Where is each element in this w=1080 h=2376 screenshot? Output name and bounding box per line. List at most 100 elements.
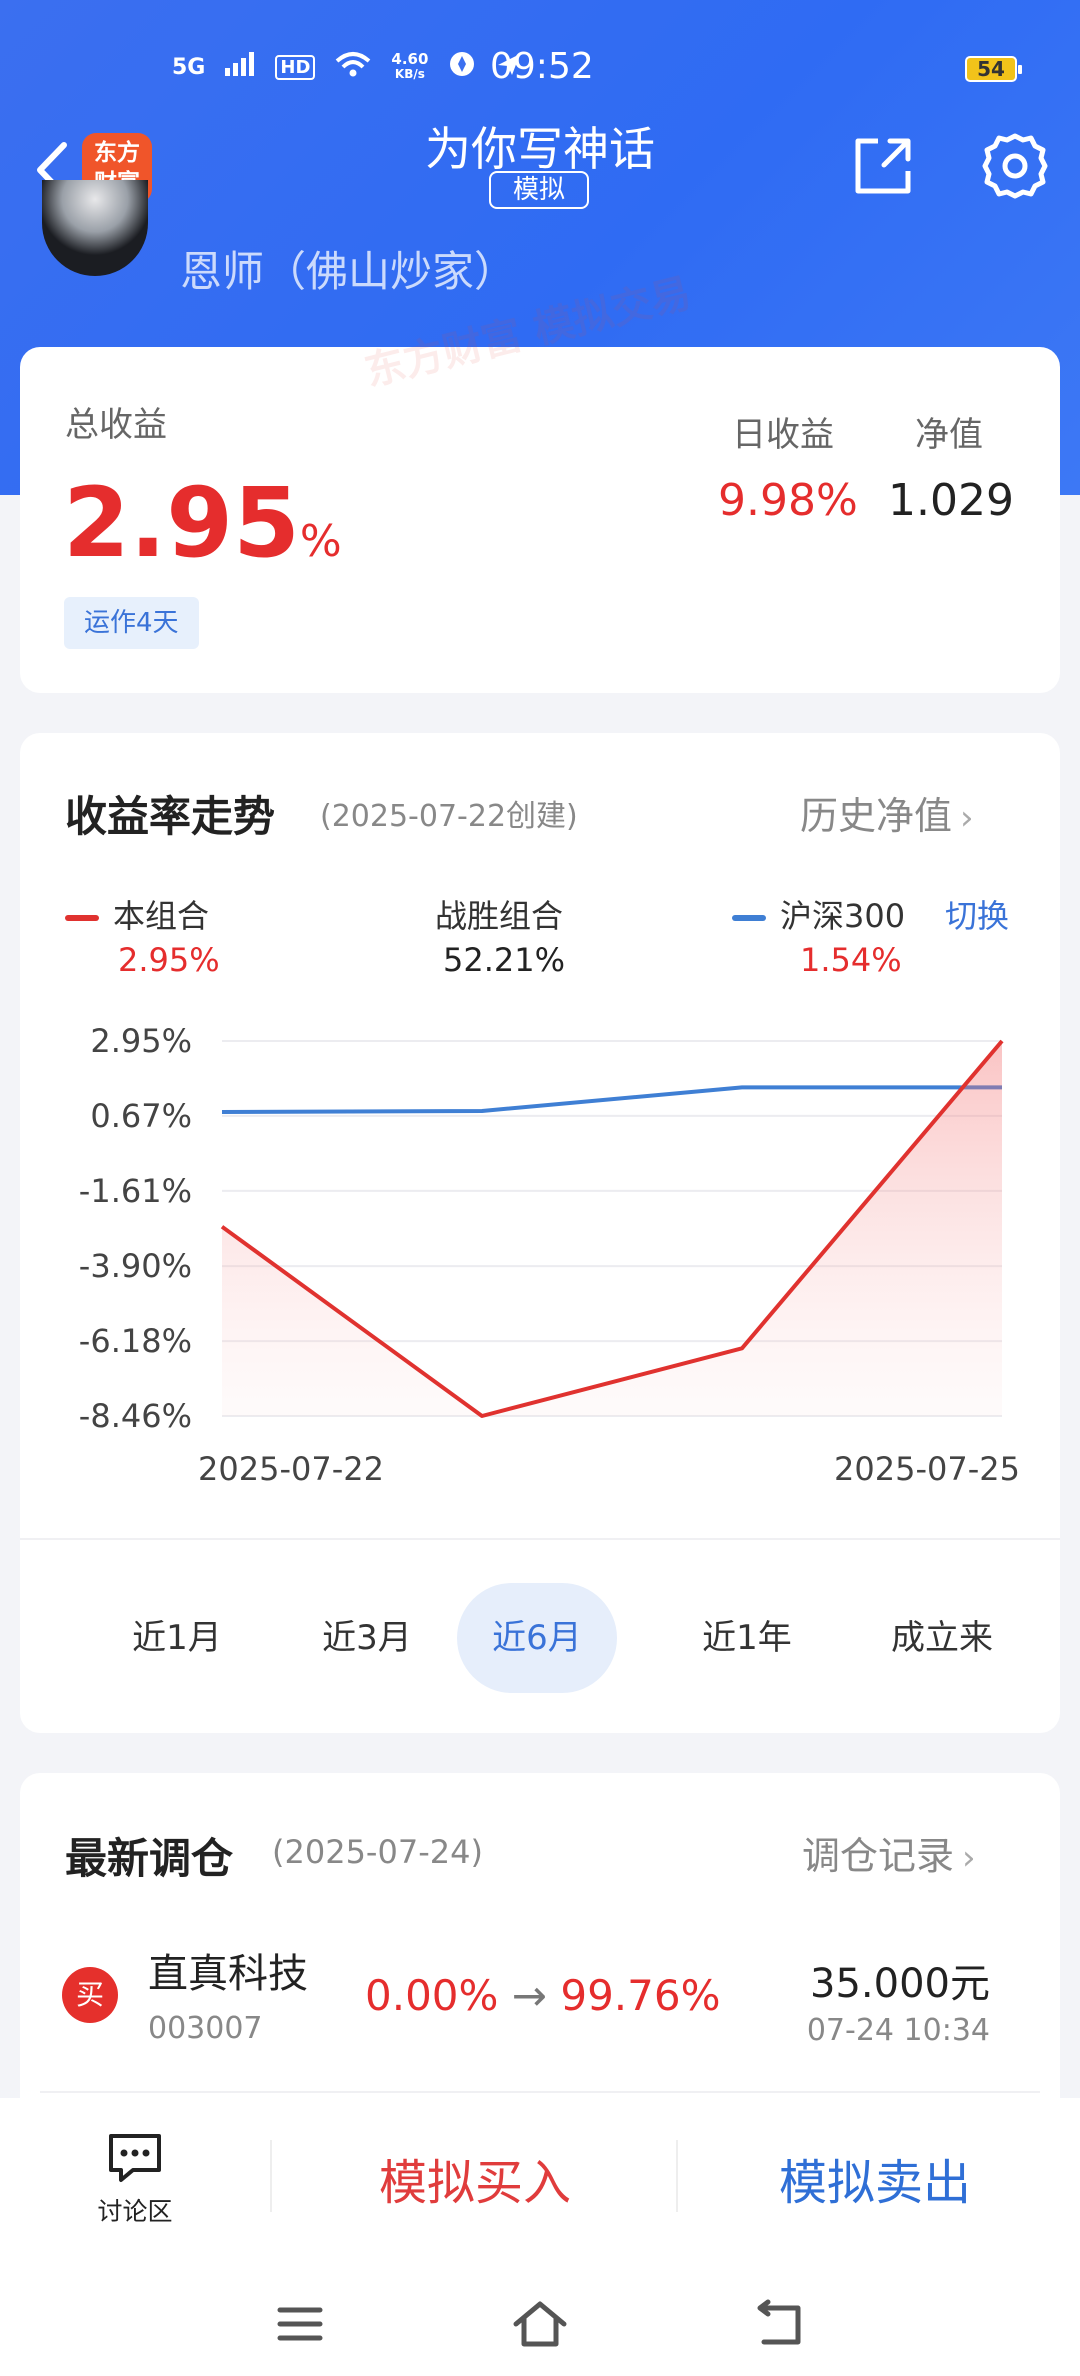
position-change: 0.00% → 99.76%	[365, 1971, 721, 2020]
clock: 09:52	[490, 46, 594, 87]
trade-row[interactable]: 买 直真科技 003007 0.00% → 99.76% 35.000元 07-…	[20, 1923, 1060, 2063]
trend-title: 收益率走势	[65, 792, 276, 841]
y-tick-label: -6.18%	[79, 1322, 192, 1360]
app-status-icon	[448, 50, 476, 84]
trend-card: 收益率走势 (2025-07-22创建) 历史净值 › 本组合 2.95% 战胜组…	[20, 733, 1060, 1733]
share-icon[interactable]	[850, 133, 916, 199]
history-nav-link[interactable]: 历史净值 ›	[800, 785, 974, 840]
y-tick-label: -8.46%	[79, 1397, 192, 1435]
trade-amount: 35.000元	[810, 1961, 990, 2007]
range-1m[interactable]: 近1月	[132, 1618, 222, 1658]
buy-badge-icon: 买	[62, 1967, 118, 2023]
divider	[270, 2140, 272, 2212]
divider	[20, 1538, 1060, 1540]
network-label: 5G	[172, 54, 206, 80]
legend-beat-value: 52.21%	[443, 941, 566, 979]
summary-card: 总收益 2.95% 运作4天 日收益 净值 9.98% 1.029	[20, 347, 1060, 693]
simulation-badge: 模拟	[489, 171, 589, 209]
bottom-action-bar: 讨论区 模拟买入 模拟卖出	[0, 2098, 1080, 2376]
chart-x-ticks: 2025-07-22 2025-07-25	[198, 1450, 1020, 1488]
nav-bar: 东方 财富 为你写神话 模拟	[0, 105, 1080, 225]
status-icons: 5G HD 4.60 KB/s	[172, 50, 522, 84]
rebalance-title: 最新调仓	[65, 1834, 234, 1883]
legend-portfolio-swatch	[65, 915, 99, 921]
legend-benchmark-swatch	[732, 915, 766, 921]
range-since-inception[interactable]: 成立来	[891, 1618, 993, 1658]
row-divider	[40, 2091, 1040, 2093]
legend-portfolio: 本组合	[65, 891, 209, 937]
legend-beat: 战胜组合	[435, 891, 563, 937]
legend-beat-name: 战胜组合	[435, 897, 564, 935]
y-tick-label: 2.95%	[90, 1022, 192, 1060]
range-selector: 近1月 近3月 近6月 近1年 成立来	[20, 1583, 1060, 1693]
range-6m[interactable]: 近6月	[457, 1583, 617, 1693]
net-value-label: 净值	[915, 415, 983, 455]
return-chart: 2.95% 0.67% -1.61% -3.90% -6.18% -8.46% 2025-…	[79, 1022, 1020, 1488]
page-title: 为你写神话	[425, 122, 655, 176]
rebalance-records-label: 调仓记录	[802, 1834, 955, 1878]
x-tick-label: 2025-07-22	[198, 1450, 384, 1488]
legend-benchmark-value: 1.54%	[800, 941, 902, 979]
range-3m[interactable]: 近3月	[322, 1618, 412, 1658]
menu-icon[interactable]	[270, 2294, 330, 2354]
legend-benchmark: 沪深300	[732, 891, 905, 937]
discussion-label: 讨论区	[97, 2197, 173, 2226]
speed-unit: KB/s	[394, 67, 425, 81]
chart-series	[220, 1039, 1004, 1418]
run-days-badge: 运作4天	[64, 597, 199, 649]
position-from: 0.00%	[365, 1971, 499, 2020]
daily-return-value: 9.98%	[718, 475, 858, 526]
y-tick-label: 0.67%	[90, 1097, 192, 1135]
logo-line-1: 东方	[94, 140, 140, 166]
battery-icon: 54	[965, 56, 1022, 82]
hd-badge: HD	[275, 54, 316, 80]
divider	[676, 2140, 678, 2212]
stock-code: 003007	[148, 2011, 263, 2046]
total-return-number: 2.95	[63, 467, 300, 579]
daily-return-label: 日收益	[732, 415, 834, 455]
series-line	[220, 1039, 1004, 1418]
trade-time: 07-24 10:34	[806, 2013, 990, 2048]
legend-portfolio-name: 本组合	[113, 897, 210, 935]
speed-indicator: 4.60 KB/s	[391, 52, 428, 82]
series-line	[221, 1085, 1002, 1114]
position-to: 99.76%	[560, 1971, 721, 2020]
series-area	[222, 1041, 1002, 1416]
signal-icon	[225, 52, 255, 82]
legend-benchmark-name: 沪深300	[780, 897, 906, 935]
chevron-right-icon: ›	[962, 1838, 976, 1878]
discussion-button[interactable]: 讨论区	[70, 2130, 200, 2240]
arrow-right-icon: →	[511, 1971, 547, 2020]
rebalance-card: 最新调仓 (2025-07-24) 调仓记录 › 买 直真科技 003007 0.…	[20, 1773, 1060, 2133]
simulated-sell-button[interactable]: 模拟卖出	[778, 2155, 971, 2211]
back-icon[interactable]	[750, 2294, 810, 2354]
system-nav-bar	[0, 2274, 1080, 2374]
total-return-value: 2.95%	[63, 467, 342, 579]
gear-icon[interactable]	[980, 131, 1050, 201]
speed-value: 4.60	[391, 50, 429, 68]
wifi-icon	[335, 51, 371, 83]
chart-y-ticks: 2.95% 0.67% -1.61% -3.90% -6.18% -8.46%	[79, 1022, 192, 1435]
total-return-unit: %	[299, 516, 342, 567]
home-icon[interactable]	[510, 2294, 570, 2354]
y-tick-label: -1.61%	[79, 1172, 192, 1210]
stock-name: 直真科技	[148, 1951, 308, 1997]
chevron-right-icon: ›	[960, 798, 974, 838]
total-return-label: 总收益	[65, 405, 167, 445]
paper-plane-icon	[496, 51, 522, 83]
net-value: 1.029	[888, 475, 1014, 526]
rebalance-records-link[interactable]: 调仓记录 ›	[802, 1825, 976, 1880]
benchmark-switch-button[interactable]: 切换	[945, 897, 1010, 935]
user-name[interactable]: 恩师（佛山炒家）	[180, 247, 517, 296]
rebalance-date: (2025-07-24)	[272, 1833, 483, 1871]
trend-created-date: (2025-07-22创建)	[320, 799, 578, 834]
legend-portfolio-value: 2.95%	[118, 941, 220, 979]
range-1y[interactable]: 近1年	[702, 1618, 792, 1658]
status-bar: 5G HD 4.60 KB/s 09:52 54	[0, 40, 1080, 100]
simulated-buy-button[interactable]: 模拟买入	[378, 2155, 571, 2211]
y-tick-label: -3.90%	[79, 1247, 192, 1285]
x-tick-label: 2025-07-25	[834, 1450, 1020, 1488]
avatar[interactable]	[42, 180, 148, 276]
chat-icon	[109, 2134, 161, 2182]
history-nav-label: 历史净值	[800, 794, 953, 838]
